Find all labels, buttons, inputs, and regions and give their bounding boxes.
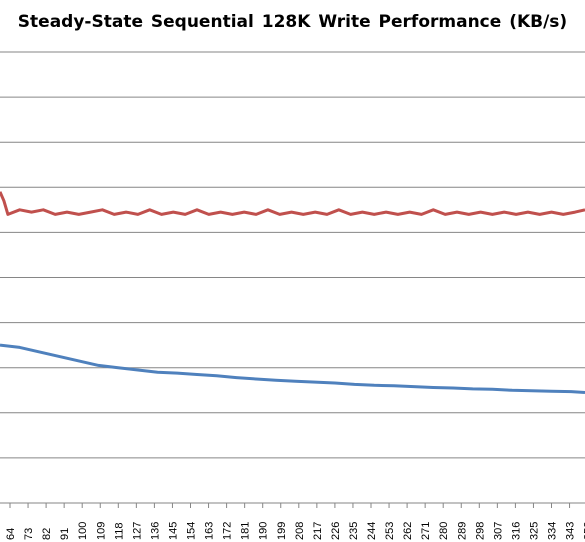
x-tick-label: 109 (95, 522, 107, 540)
x-tick-label: 199 (276, 522, 288, 540)
x-tick-label: 82 (41, 528, 53, 540)
x-tick-label: 172 (222, 522, 234, 540)
x-tick-label: 145 (167, 522, 179, 540)
x-tick-label: 154 (186, 522, 198, 540)
x-tick-label: 298 (474, 522, 486, 540)
x-tick-label: 343 (565, 522, 577, 540)
x-tick-label: 226 (330, 522, 342, 540)
x-tick-label: 136 (149, 522, 161, 540)
gridlines (0, 51, 585, 459)
x-tick-label: 253 (384, 522, 396, 540)
x-tick-label: 64 (5, 528, 17, 540)
x-axis-tick-labels: 64 73 82 91 100 109 118 127 136 145 154 163 172 181 19… (5, 522, 585, 540)
x-tick-label: 307 (492, 522, 504, 540)
x-tick-label: 262 (402, 522, 414, 540)
series-line-2 (0, 343, 585, 394)
series-line-1 (0, 191, 585, 216)
x-axis-ticks (9, 503, 571, 508)
x-tick-label: 289 (456, 522, 468, 540)
x-tick-label: 217 (312, 522, 324, 540)
x-tick-label: 118 (113, 522, 125, 540)
x-tick-label: 334 (547, 522, 559, 540)
x-tick-label: 316 (510, 522, 522, 540)
x-tick-label: 235 (348, 522, 360, 540)
x-tick-label: 73 (23, 528, 35, 540)
x-tick-label: 100 (77, 522, 89, 540)
chart-title: Steady-State Sequential 128K Write Perfo… (17, 12, 568, 32)
x-tick-label: 244 (366, 522, 378, 540)
x-tick-label: 208 (294, 522, 306, 540)
x-tick-label: 325 (528, 522, 540, 540)
series-lines (0, 191, 585, 394)
x-tick-label: 127 (131, 522, 143, 540)
x-tick-label: 163 (204, 522, 216, 540)
x-tick-label: 352 (583, 522, 585, 540)
x-tick-label: 280 (438, 522, 450, 540)
x-tick-label: 181 (240, 522, 252, 540)
x-tick-label: 91 (59, 528, 71, 540)
x-tick-label: 271 (420, 522, 432, 540)
x-tick-label: 190 (258, 522, 270, 540)
